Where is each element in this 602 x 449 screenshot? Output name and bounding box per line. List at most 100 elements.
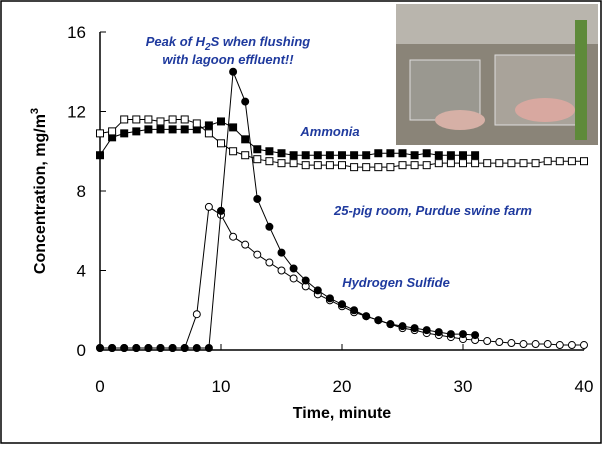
annotation-part: 2 [204,42,211,53]
marker [277,149,286,158]
marker [471,159,480,168]
marker [374,163,383,172]
marker [168,344,177,353]
marker [96,129,104,138]
marker [386,320,395,329]
marker [350,306,359,315]
marker [362,163,371,172]
annotation: Hydrogen Sulfide [342,275,450,290]
marker [229,232,238,241]
marker [204,121,213,130]
marker [410,161,419,170]
marker [132,127,141,136]
marker [217,206,225,215]
x-tick-label: 30 [454,377,473,396]
marker [132,344,141,353]
marker [144,344,153,353]
marker [265,222,274,231]
marker [253,155,262,164]
annotation-part: Peak of H [146,34,206,49]
annotation: 25-pig room, Purdue swine farm [333,203,532,218]
marker [446,159,455,168]
y-axis-label-superscript: 3 [29,108,41,114]
marker [362,151,371,160]
x-tick-label: 0 [95,377,104,396]
marker [386,163,395,172]
y-tick-label: 8 [77,182,86,201]
marker [301,161,310,170]
marker [120,115,129,124]
annotation: with lagoon effluent!! [162,52,294,67]
marker [253,194,262,203]
marker [241,135,250,144]
marker [180,344,189,353]
marker [567,341,576,350]
marker [156,125,165,134]
marker [277,248,286,257]
marker [229,123,238,132]
marker [241,151,250,160]
marker [434,159,443,168]
marker [410,324,419,333]
marker [217,117,225,126]
marker [301,151,310,160]
marker [229,147,238,156]
annotation-part: Ammonia [299,124,359,139]
marker [301,276,310,285]
y-axis-label-text: Concentration, mg/m [32,114,49,274]
y-tick-label: 16 [67,23,86,42]
marker [180,115,189,124]
marker [313,151,322,160]
marker [471,331,480,340]
marker [459,151,467,160]
marker [132,115,141,124]
marker [289,264,298,273]
annotation-part: S when flushing [211,34,311,49]
marker [374,316,383,325]
marker [374,149,383,158]
marker [229,67,238,76]
annotation-part: Hydrogen Sulfide [342,275,450,290]
x-axis-label: Time, minute [293,405,391,422]
x-tick-label: 20 [333,377,352,396]
marker [555,341,564,350]
marker [204,129,213,138]
marker [422,149,431,158]
marker [253,145,262,154]
marker [398,161,407,170]
marker [120,129,129,138]
x-tick-label: 10 [212,377,231,396]
marker [507,339,516,348]
marker [555,157,564,166]
y-axis-label: Concentration, mg/m3 [29,108,49,274]
marker [495,338,504,347]
marker [350,151,359,160]
marker [519,340,528,349]
marker [180,125,189,134]
marker [350,163,359,172]
marker [265,147,274,156]
marker [507,159,516,168]
marker [108,344,117,353]
marker [192,344,201,353]
marker [434,151,443,160]
marker [338,300,346,309]
marker [192,119,201,128]
marker [156,344,165,353]
marker [277,159,286,168]
marker [120,344,129,353]
marker [168,115,177,124]
marker [531,159,540,168]
annotation: Peak of H2S when flushing [146,34,311,53]
marker [313,286,322,295]
marker [580,157,588,166]
marker [446,330,455,339]
marker [313,161,322,170]
marker [265,258,274,267]
marker [422,326,431,335]
marker [168,125,177,134]
marker [338,151,346,160]
x-tick-label: 40 [575,377,594,396]
marker [543,157,552,166]
marker [567,157,576,166]
